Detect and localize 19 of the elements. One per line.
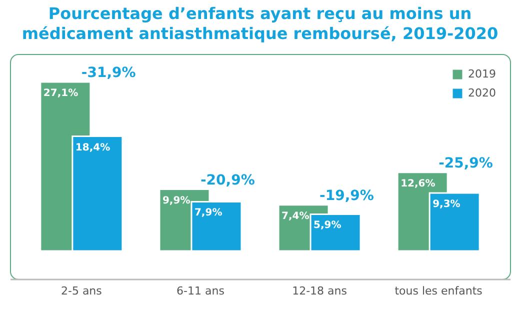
data-label: 9,9% [162, 195, 190, 206]
data-label: 7,4% [282, 210, 310, 222]
annotation: -19,9% [320, 188, 374, 204]
data-label: 12,6% [400, 178, 436, 190]
x-tick-label: 12-18 ans [292, 284, 348, 298]
x-tick-label: 2-5 ans [60, 284, 102, 298]
data-label: 7,9% [194, 208, 222, 219]
annotation: -25,9% [438, 155, 493, 172]
data-label: 9,3% [432, 199, 460, 210]
data-label: 5,9% [314, 220, 342, 232]
x-tick-label: tous les enfants [394, 284, 483, 298]
chart-title: Pourcentage d’enfants ayant reçu au moins un médicament antiasthmatique remboursé, 2019-2020 [22, 4, 498, 43]
data-label: 27,1% [43, 88, 78, 99]
x-tick-label: 6-11 ans [176, 284, 225, 298]
legend-label: 2019 [468, 68, 496, 80]
data-label: 18,4% [75, 142, 110, 154]
annotation: -20,9% [200, 172, 255, 188]
legend-label: 2020 [468, 86, 496, 100]
annotation: -31,9% [81, 65, 136, 81]
